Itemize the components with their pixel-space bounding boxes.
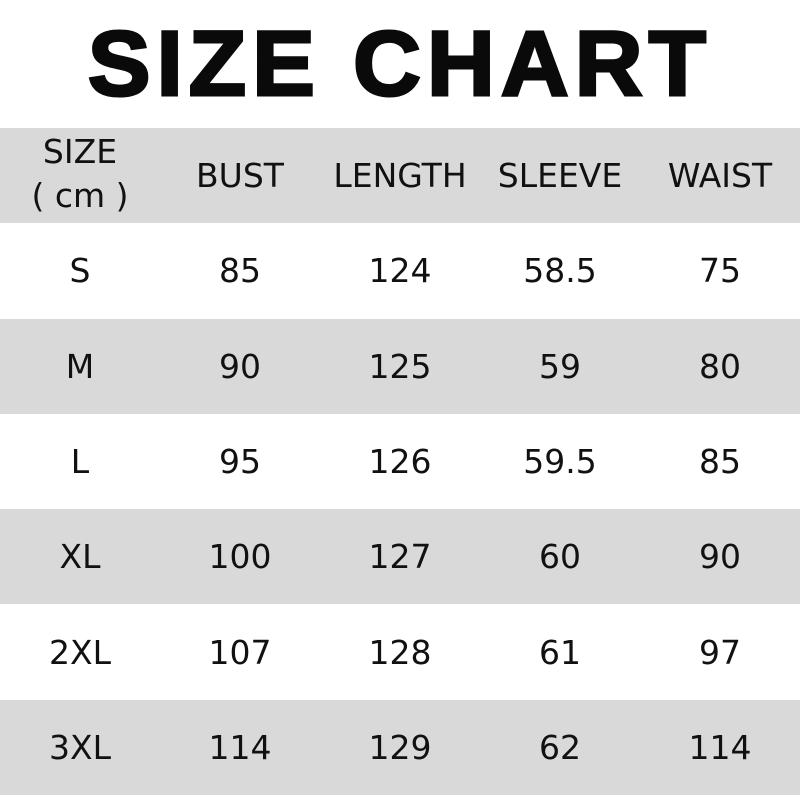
bust-cell: 95: [219, 442, 261, 482]
length-cell: 129: [368, 727, 432, 767]
size-table: SIZE ( cm ) BUST LENGTH SLEEVE WAIST S 85…: [0, 128, 800, 796]
size-cell: S: [69, 251, 91, 291]
waist-cell: 114: [688, 727, 752, 767]
bust-cell: 107: [208, 632, 272, 672]
size-cell: XL: [59, 537, 101, 577]
waist-cell: 85: [699, 442, 741, 482]
header-sleeve: SLEEVE: [497, 156, 623, 196]
header-waist: WAIST: [667, 156, 773, 196]
table-header-row: SIZE ( cm ) BUST LENGTH SLEEVE WAIST: [0, 128, 800, 224]
table-row: M 90 125 59 80: [0, 318, 800, 414]
length-cell: 127: [368, 537, 432, 577]
size-cell: L: [70, 442, 90, 482]
length-cell: 125: [368, 346, 432, 386]
table-row: S 85 124 58.5 75: [0, 223, 800, 318]
header-length: LENGTH: [333, 156, 467, 196]
sleeve-cell: 60: [539, 537, 581, 577]
waist-cell: 90: [699, 537, 741, 577]
bust-cell: 85: [219, 251, 261, 291]
header-size: SIZE ( cm ): [0, 130, 160, 222]
sleeve-cell: 59: [539, 346, 581, 386]
waist-cell: 75: [699, 251, 741, 291]
table-row: 3XL 114 129 62 114: [0, 699, 800, 796]
table-row: L 95 126 59.5 85: [0, 414, 800, 509]
table-row: 2XL 107 128 61 97: [0, 604, 800, 699]
size-cell: 2XL: [49, 632, 111, 672]
header-size-label: SIZE: [42, 131, 118, 171]
waist-cell: 80: [699, 346, 741, 386]
length-cell: 126: [368, 442, 432, 482]
length-cell: 128: [368, 632, 432, 672]
length-cell: 124: [368, 251, 432, 291]
table-row: XL 100 127 60 90: [0, 509, 800, 605]
header-bust: BUST: [196, 156, 284, 196]
header-unit-label: ( cm ): [31, 175, 129, 215]
sleeve-cell: 58.5: [523, 251, 597, 291]
size-cell: M: [65, 346, 95, 386]
bust-cell: 100: [208, 537, 272, 577]
page-title: SIZE CHART: [86, 11, 713, 116]
bust-cell: 114: [208, 727, 272, 767]
bust-cell: 90: [219, 346, 261, 386]
sleeve-cell: 62: [539, 727, 581, 767]
sleeve-cell: 59.5: [523, 442, 597, 482]
size-cell: 3XL: [49, 727, 111, 767]
sleeve-cell: 61: [539, 632, 581, 672]
waist-cell: 97: [699, 632, 741, 672]
